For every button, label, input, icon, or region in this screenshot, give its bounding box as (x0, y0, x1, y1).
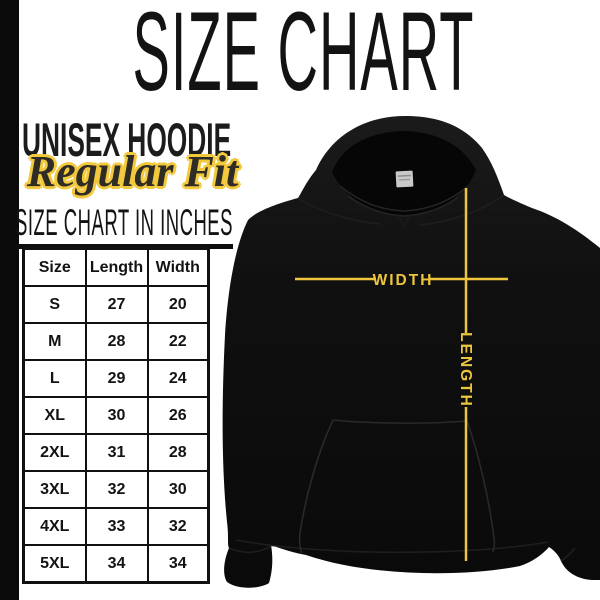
table-cell: 32 (84, 470, 149, 509)
hood-opening (332, 131, 476, 216)
table-cell: 5XL (22, 544, 87, 584)
table-row: 5XL 34 34 (22, 544, 210, 584)
product-name: UNISEX HOODIE (22, 113, 232, 166)
neck-label (395, 170, 414, 188)
width-label: WIDTH (373, 272, 434, 289)
inches-heading: SIZE CHART IN INCHES (15, 204, 233, 249)
table-row: 4XL 33 32 (22, 507, 210, 546)
table-cell: 34 (84, 544, 149, 584)
table-cell: 26 (146, 396, 210, 435)
table-row: XL 30 26 (22, 396, 210, 435)
size-table-body: S 27 20 M 28 22 L 29 24 XL 30 26 2XL 31 28 3XL 32 30 4XL 33… (22, 285, 210, 584)
table-cell: 4XL (22, 507, 87, 546)
table-row: 2XL 31 28 (22, 433, 210, 472)
table-cell: S (22, 285, 87, 324)
collar-seams (339, 185, 469, 229)
table-header-row: Size Length Width (22, 247, 210, 287)
column-header-length: Length (84, 247, 149, 287)
hoodie-silhouette (222, 116, 600, 588)
left-border-bar (0, 0, 19, 600)
table-cell: 24 (146, 359, 210, 398)
table-cell: 28 (146, 433, 210, 472)
table-cell: XL (22, 396, 87, 435)
table-cell: L (22, 359, 87, 398)
garment-seams (228, 194, 576, 562)
fit-label: Regular Fit (26, 147, 239, 196)
table-row: 3XL 32 30 (22, 470, 210, 509)
table-cell: 31 (84, 433, 149, 472)
length-label: LENGTH (457, 332, 474, 408)
table-cell: M (22, 322, 87, 361)
column-header-size: Size (22, 247, 87, 287)
table-cell: 34 (146, 544, 210, 584)
table-cell: 30 (84, 396, 149, 435)
table-cell: 27 (84, 285, 149, 324)
column-header-width: Width (146, 247, 210, 287)
table-cell: 33 (84, 507, 149, 546)
table-cell: 2XL (22, 433, 87, 472)
table-cell: 29 (84, 359, 149, 398)
pocket-outline (298, 419, 496, 554)
table-cell: 32 (146, 507, 210, 546)
table-row: M 28 22 (22, 322, 210, 361)
table-cell: 30 (146, 470, 210, 509)
table-cell: 22 (146, 322, 210, 361)
size-table: Size Length Width S 27 20 M 28 22 L 29 24 XL 30 26 2… (22, 247, 210, 584)
table-cell: 28 (84, 322, 149, 361)
table-cell: 3XL (22, 470, 87, 509)
table-row: L 29 24 (22, 359, 210, 398)
page-title: SIZE CHART (132, 0, 475, 114)
table-row: S 27 20 (22, 285, 210, 324)
table-cell: 20 (146, 285, 210, 324)
